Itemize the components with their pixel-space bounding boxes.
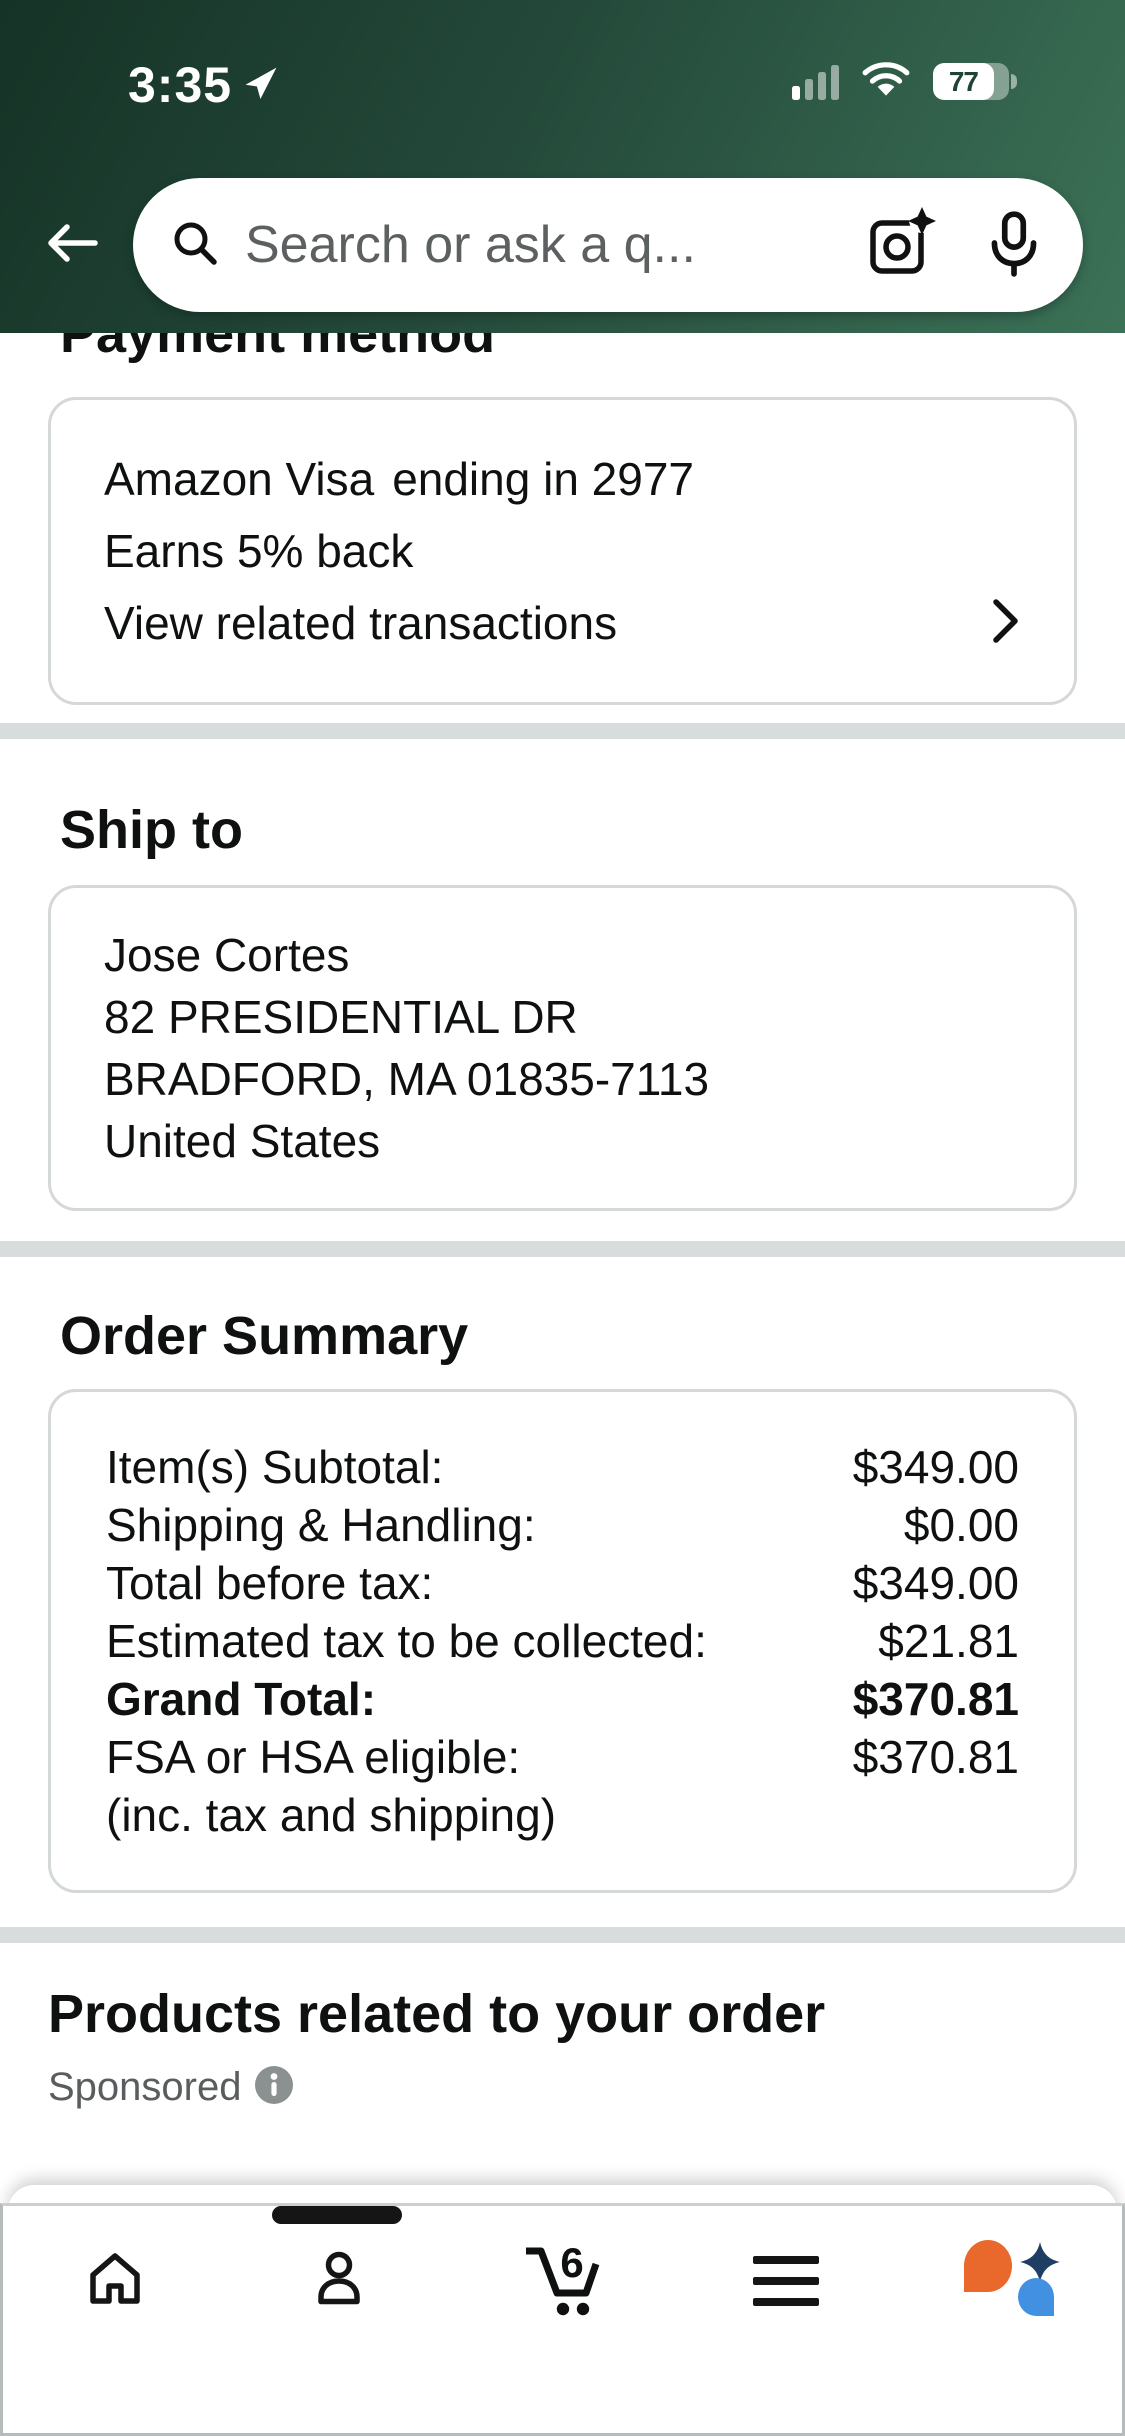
search-input[interactable]: Search or ask a q... [133, 178, 1083, 312]
address-city: BRADFORD, MA 01835-7113 [104, 1053, 710, 1105]
page-content: Payment method Amazon Visa ending in 2977… [0, 303, 1125, 2110]
info-icon[interactable] [255, 2066, 294, 2109]
rufus-assistant-icon [958, 2236, 1062, 2326]
chevron-right-icon [991, 597, 1021, 650]
related-products-title: Products related to your order [48, 1984, 826, 2044]
sponsored-label: Sponsored [48, 2065, 242, 2109]
home-icon [83, 2247, 147, 2316]
active-tab-indicator [272, 2206, 402, 2224]
nav-item-cart[interactable]: 6 [451, 2236, 675, 2326]
summary-row-fsa: FSA or HSA eligible: (inc. tax and shippi… [106, 1731, 1019, 1841]
section-divider [0, 1927, 1125, 1943]
camera-scan-icon[interactable] [861, 205, 937, 286]
address-country: United States [104, 1115, 381, 1167]
shipping-address-card: Jose Cortes 82 PRESIDENTIAL DR BRADFORD,… [48, 885, 1077, 1211]
battery-percent: 77 [948, 65, 979, 97]
payment-method-card: Amazon Visa ending in 2977 Earns 5% back … [48, 397, 1077, 705]
battery-icon: 77 [933, 63, 1017, 100]
signal-strength-icon [792, 64, 839, 100]
section-divider [0, 723, 1125, 739]
back-arrow-icon [38, 211, 104, 280]
profile-icon [307, 2247, 371, 2316]
bottom-navigation: 6 [0, 2185, 1125, 2436]
nav-item-menu[interactable] [674, 2236, 898, 2326]
nav-item-profile[interactable] [227, 2236, 451, 2326]
address-name: Jose Cortes [104, 929, 350, 981]
summary-row-before-tax: Total before tax: $349.00 [106, 1557, 1019, 1609]
summary-row-grand-total: Grand Total: $370.81 [106, 1673, 1019, 1725]
summary-row-estimated-tax: Estimated tax to be collected: $21.81 [106, 1615, 1019, 1667]
payment-rewards-line: Earns 5% back [104, 525, 414, 577]
order-summary-card: Item(s) Subtotal: $349.00 Shipping & Hand… [48, 1389, 1077, 1893]
cart-count-badge: 6 [561, 2239, 584, 2286]
nav-item-rufus[interactable] [898, 2236, 1122, 2326]
ship-to-title: Ship to [60, 800, 243, 860]
cart-icon: 6 [516, 2235, 608, 2328]
search-placeholder: Search or ask a q... [245, 216, 696, 274]
location-arrow-icon [242, 64, 280, 107]
status-bar: 3:35 77 [0, 56, 1125, 113]
back-button[interactable] [36, 210, 106, 280]
hamburger-menu-icon [753, 2256, 820, 2306]
nav-bar: 6 [0, 2203, 1125, 2436]
view-related-transactions-link[interactable]: View related transactions [104, 594, 1021, 652]
app-header: 3:35 77 [0, 0, 1125, 333]
address-street: 82 PRESIDENTIAL DR [104, 991, 578, 1043]
payment-card-line: Amazon Visa ending in 2977 [104, 453, 695, 505]
microphone-icon[interactable] [981, 208, 1047, 283]
sponsored-row: Sponsored [48, 2065, 1077, 2110]
summary-row-shipping: Shipping & Handling: $0.00 [106, 1499, 1019, 1551]
wifi-icon [861, 60, 911, 103]
summary-row-subtotal: Item(s) Subtotal: $349.00 [106, 1441, 1019, 1493]
section-divider [0, 1241, 1125, 1257]
search-icon [167, 215, 223, 276]
status-time: 3:35 [128, 57, 233, 113]
nav-item-home[interactable] [3, 2236, 227, 2326]
order-summary-title: Order Summary [60, 1306, 469, 1366]
